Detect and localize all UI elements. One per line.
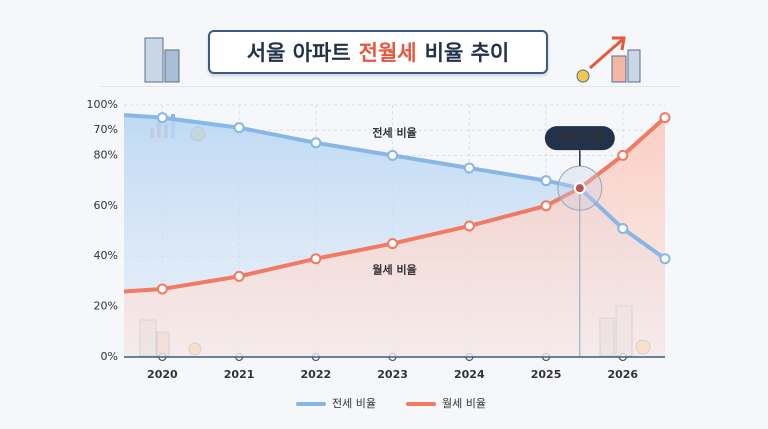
labels: 0% 20% 40% 60% 80% 70% 100% 2020 2021 2022 2023 202…: [87, 98, 639, 410]
point: [463, 162, 475, 174]
x-tick-label: 2026: [607, 368, 638, 381]
title: 서울 아파트 전월세 비율 추이: [208, 30, 548, 74]
annotation: 역전 시점: [558, 130, 602, 144]
point: [156, 112, 168, 124]
y-tick-label: 80%: [94, 148, 118, 161]
point: [387, 238, 399, 250]
y-tick-label: 0%: [101, 350, 118, 363]
title-part: 서울 아파트: [246, 41, 351, 65]
x-tick-label: 2022: [301, 368, 332, 381]
x-tick-label: 2025: [531, 368, 562, 381]
y-tick-label: 20%: [94, 300, 118, 313]
series-line: [123, 113, 667, 261]
y-tick-label: 60%: [94, 199, 118, 212]
point: [659, 253, 671, 265]
point: [659, 112, 671, 124]
point: [310, 137, 322, 149]
series-line: [123, 116, 667, 294]
x-tick-label: 2024: [454, 368, 485, 381]
point: [463, 220, 475, 232]
highlight-point: [573, 182, 586, 195]
x-tick-label: 2021: [224, 368, 255, 381]
x-tick-label: 2020: [147, 368, 178, 381]
point: [156, 283, 168, 295]
y-tick-label: 100%: [87, 98, 118, 111]
title-part: 비율 추이: [424, 41, 510, 65]
point: [540, 175, 552, 187]
point: [617, 222, 629, 234]
areas: [124, 115, 665, 357]
y-tick-label: 40%: [94, 249, 118, 262]
y-tick-label: 70%: [94, 123, 118, 136]
series-label: 월세 비율: [372, 263, 416, 277]
legend-label: 전세 비율: [332, 397, 376, 410]
series-label: 전세 비율: [372, 125, 416, 139]
point: [310, 253, 322, 265]
point: [387, 149, 399, 161]
point: [233, 270, 245, 282]
point: [540, 200, 552, 212]
title-highlight: 전월세: [358, 41, 417, 65]
point: [233, 122, 245, 134]
annotation-box: [544, 126, 615, 151]
area: [124, 117, 665, 357]
legend-label: 월세 비율: [442, 397, 486, 410]
x-tick-label: 2023: [377, 368, 408, 381]
lines: [123, 112, 671, 357]
point: [617, 149, 629, 161]
